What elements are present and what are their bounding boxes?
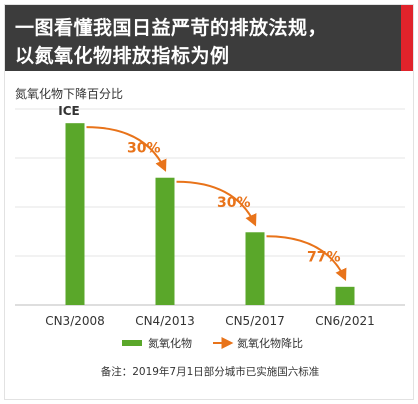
bar-chart: CN3/2008 ICE CN4/2013 CN5/2017 CN6/2021 30% 30…	[15, 104, 405, 350]
header-banner: 一图看懂我国日益严苛的排放法规， 以氮氧化物排放指标为例	[5, 5, 413, 71]
x-tick-label: CN3/2008	[45, 314, 105, 328]
x-tick-label: CN6/2021	[315, 314, 375, 328]
bar-cn6-2021	[335, 286, 355, 305]
reduction-arrow	[266, 235, 347, 281]
bar-cn5-2017	[245, 232, 265, 305]
legend-label-bar: 氮氧化物	[148, 336, 192, 350]
y-axis-label: 氮氧化物下降百分比	[15, 87, 124, 101]
legend-label-arrow: 氮氧化物降比	[237, 336, 303, 350]
reduction-arrow	[86, 126, 167, 172]
x-tick-label: CN5/2017	[225, 314, 285, 328]
bar-cn3-2008	[65, 123, 85, 305]
x-tick-label: CN4/2013	[135, 314, 195, 328]
reduction-label: 77%	[307, 250, 341, 266]
legend-swatch-bar	[122, 340, 142, 346]
reduction-arrow	[176, 180, 257, 227]
reduction-label: 30%	[217, 195, 251, 211]
header-accent	[401, 5, 413, 71]
footnote: 备注：2019年7月1日部分城市已实施国六标准	[100, 366, 320, 378]
title-line-1: 一图看懂我国日益严苛的排放法规，	[15, 17, 328, 39]
bar-label: ICE	[58, 104, 79, 118]
infographic-card: 一图看懂我国日益严苛的排放法规， 以氮氧化物排放指标为例 氮氧化物下降百分比 C…	[4, 4, 414, 400]
bar-cn4-2013	[155, 177, 175, 305]
reduction-label: 30%	[127, 140, 161, 156]
title-line-2: 以氮氧化物排放指标为例	[15, 45, 230, 67]
